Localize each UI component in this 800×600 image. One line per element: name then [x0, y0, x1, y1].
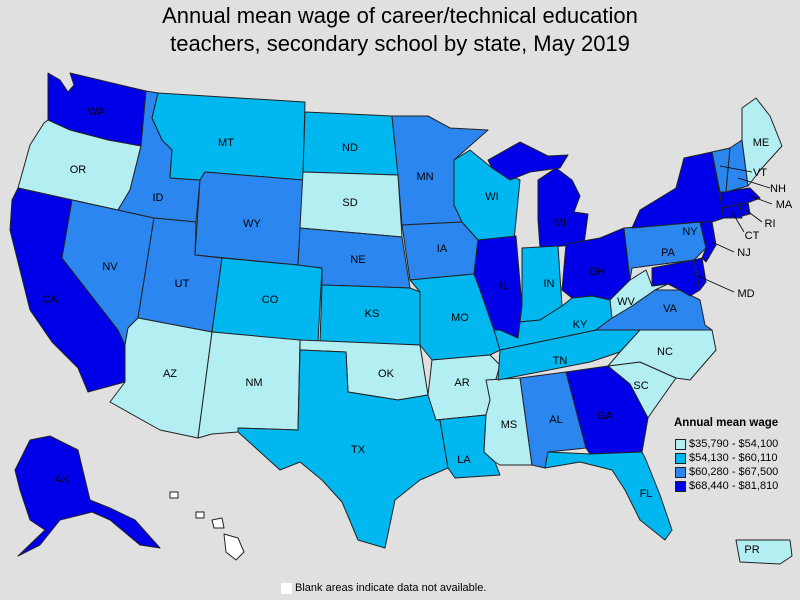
state-ak[interactable] [14, 435, 161, 557]
state-nd[interactable] [302, 111, 399, 176]
legend-item: $60,280 - $67,500 [675, 465, 799, 479]
state-nm[interactable] [197, 331, 301, 439]
state-ny[interactable] [631, 151, 725, 229]
state-mi-upper-peninsula[interactable] [487, 141, 569, 181]
state-hi-oahu[interactable] [195, 511, 205, 519]
state-me[interactable] [741, 97, 783, 187]
state-ia[interactable] [401, 221, 479, 281]
state-hi-kauai[interactable] [169, 491, 179, 499]
legend: Annual mean wage $35,790 - $54,100 $54,1… [671, 417, 799, 493]
legend-item: $54,130 - $60,110 [675, 451, 799, 465]
legend-range: $35,790 - $54,100 [689, 438, 779, 450]
state-de[interactable] [693, 257, 707, 291]
state-fl[interactable] [544, 451, 673, 541]
leader-ri [745, 209, 763, 223]
label-ri: RI [765, 218, 776, 230]
leader-vt [719, 165, 753, 173]
leader-ma [749, 195, 773, 205]
state-ks[interactable] [319, 284, 421, 346]
footnote: Blank areas indicate data not available. [281, 582, 486, 594]
legend-range: $68,440 - $81,810 [689, 480, 779, 492]
state-pr[interactable] [735, 539, 793, 565]
state-sd[interactable] [299, 171, 403, 238]
blank-swatch [281, 582, 292, 594]
label-ma: MA [776, 199, 793, 211]
leader-md [697, 275, 735, 293]
label-md: MD [737, 288, 754, 300]
legend-title: Annual mean wage [674, 417, 779, 429]
legend-swatch [675, 438, 686, 450]
state-wv[interactable] [609, 269, 669, 319]
state-hi-maui[interactable] [211, 517, 225, 529]
legend-swatch [675, 480, 686, 492]
legend-swatch [675, 452, 686, 464]
state-mi[interactable] [537, 167, 589, 249]
label-nj: NJ [737, 247, 750, 259]
footnote-text: Blank areas indicate data not available. [295, 582, 487, 594]
legend-range: $54,130 - $60,110 [689, 452, 778, 464]
leader-nh [737, 177, 771, 189]
label-ct: CT [745, 230, 760, 242]
state-wy[interactable] [194, 171, 304, 266]
state-tx[interactable] [237, 349, 449, 549]
legend-swatch [675, 466, 686, 478]
state-co[interactable] [211, 257, 323, 343]
legend-item: $35,790 - $54,100 [675, 437, 799, 451]
state-mt[interactable] [151, 92, 306, 181]
label-nh: NH [770, 183, 786, 195]
state-hi[interactable] [223, 533, 245, 561]
legend-range: $60,280 - $67,500 [689, 466, 779, 478]
map-title: Annual mean wage of career/technical edu… [162, 3, 638, 56]
legend-item: $68,440 - $81,810 [675, 479, 799, 493]
state-ma[interactable] [719, 187, 761, 209]
leader-nj [711, 241, 735, 253]
leader-ct [731, 211, 745, 233]
